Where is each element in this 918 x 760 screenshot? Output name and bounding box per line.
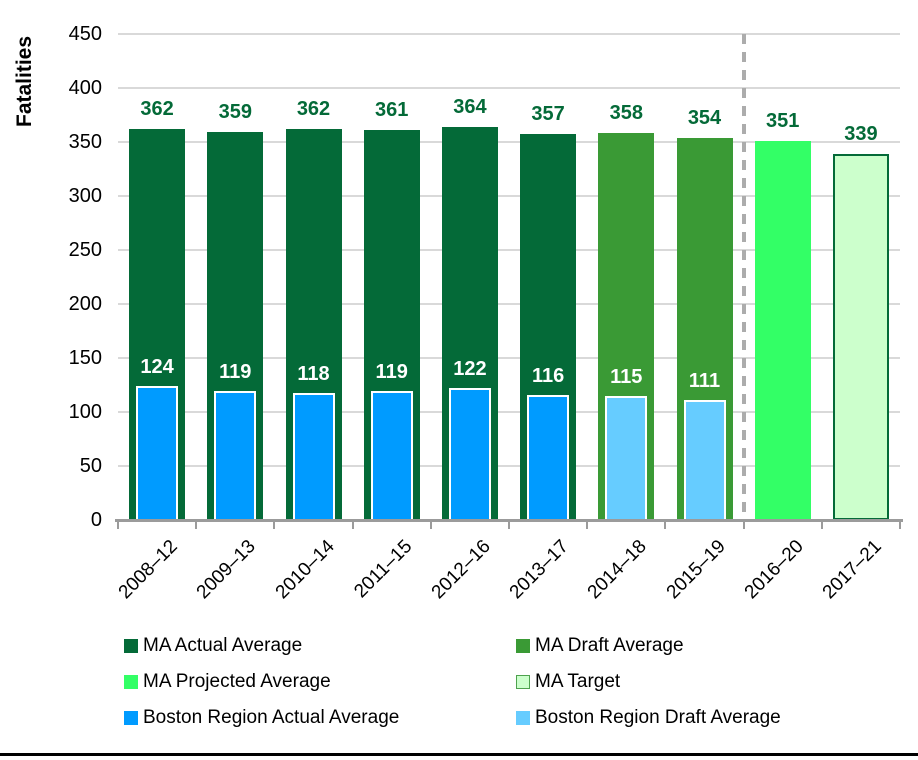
value-label-boston-2009–13: 119 [219, 361, 252, 384]
y-axis-title: Fatalities [13, 35, 36, 127]
y-tick-label-450: 450 [68, 23, 102, 45]
value-label-boston-2011–15: 119 [375, 361, 408, 384]
chart-legend: MA Actual Average MA Draft Average MA Proj… [124, 628, 844, 736]
plot-area: 362 124 359 119 362 118 361 119 364 122 357 116 358 1… [118, 33, 900, 520]
bar-boston-2010–14 [292, 392, 335, 520]
value-label-boston-2014–18: 115 [610, 365, 643, 388]
legend-label: Boston Region Actual Average [143, 707, 400, 728]
gridline-350 [118, 141, 900, 143]
value-label-ma-2014–18: 358 [609, 102, 643, 125]
value-label-ma-2008–12: 362 [140, 98, 174, 121]
y-tick-label-0: 0 [90, 509, 102, 531]
legend-swatch [516, 711, 530, 725]
legend-swatch [516, 639, 530, 653]
bar-boston-2011–15 [370, 391, 413, 520]
bar-boston-2008–12 [136, 386, 179, 520]
bar-boston-2009–13 [214, 391, 257, 520]
value-label-ma-2012–16: 364 [453, 95, 487, 118]
legend-item-boston-region-draft-average: Boston Region Draft Average [516, 707, 844, 729]
x-category-label-2010–14: 2010–14 [271, 536, 339, 604]
legend-item-ma-target: MA Target [516, 671, 844, 693]
y-tick-label-100: 100 [68, 401, 102, 423]
x-category-label-2011–15: 2011–15 [350, 536, 417, 603]
legend-item-ma-draft-average: MA Draft Average [516, 635, 844, 657]
value-label-boston-2013–17: 116 [531, 364, 565, 387]
gridline-450 [118, 33, 900, 35]
y-tick-label-250: 250 [68, 239, 102, 261]
x-tick-mark [117, 522, 119, 529]
gridline-400 [118, 87, 900, 89]
legend-swatch [124, 711, 138, 725]
legend-swatch [516, 675, 530, 689]
gridline-150 [118, 357, 900, 359]
x-tick-mark [664, 522, 667, 529]
bar-ma-2016–20 [754, 140, 811, 520]
legend-swatch [124, 639, 138, 653]
x-tick-mark [742, 522, 745, 529]
value-label-ma-2009–13: 359 [218, 101, 252, 124]
legend-label: MA Projected Average [143, 671, 331, 692]
y-tick-label-200: 200 [68, 293, 102, 315]
x-axis-line [115, 519, 903, 522]
x-category-label-2009–13: 2009–13 [193, 536, 261, 604]
value-label-boston-2008–12: 124 [140, 356, 174, 379]
x-tick-mark [820, 522, 823, 529]
projection-divider-dashed-line [741, 34, 746, 520]
value-label-ma-2015–19: 354 [687, 106, 722, 129]
value-label-boston-2012–16: 122 [453, 358, 487, 381]
legend-item-ma-projected-average: MA Projected Average [124, 671, 516, 693]
bar-boston-2015–19 [683, 400, 726, 520]
y-tick-label-50: 50 [79, 455, 102, 477]
gridline-50 [118, 465, 900, 467]
x-category-label-2013–17: 2013–17 [505, 536, 573, 604]
legend-label: MA Actual Average [143, 635, 303, 656]
bar-boston-2013–17 [527, 394, 570, 520]
legend-item-boston-region-actual-average: Boston Region Actual Average [124, 707, 516, 729]
x-category-label-2016–20: 2016–20 [740, 536, 808, 604]
y-tick-label-350: 350 [68, 131, 102, 153]
x-category-label-2008–12: 2008–12 [114, 536, 182, 604]
x-category-label-2017–21: 2017–21 [818, 536, 886, 604]
x-category-label-2014–18: 2014–18 [584, 536, 652, 604]
bar-boston-2012–16 [448, 388, 491, 520]
y-tick-label-300: 300 [68, 185, 102, 207]
bar-ma-2017–21 [832, 153, 889, 520]
value-label-ma-2011–15: 361 [375, 99, 409, 122]
value-label-ma-2016–20: 351 [766, 109, 800, 132]
legend-swatch [124, 675, 138, 689]
bar-boston-2014–18 [605, 395, 648, 520]
x-tick-mark [351, 522, 354, 529]
x-tick-mark [899, 522, 901, 529]
legend-item-ma-actual-average: MA Actual Average [124, 635, 516, 657]
legend-label: MA Target [535, 671, 621, 692]
x-category-label-2012–16: 2012–16 [427, 536, 495, 604]
x-category-label-2015–19: 2015–19 [662, 536, 730, 604]
value-label-ma-2010–14: 362 [296, 98, 331, 121]
gridline-300 [118, 195, 900, 197]
x-tick-mark [508, 522, 510, 529]
legend-label: MA Draft Average [535, 635, 684, 656]
x-tick-mark [195, 522, 198, 529]
footer-divider-line [0, 753, 918, 756]
y-tick-label-150: 150 [68, 347, 102, 369]
value-label-boston-2015–19: 111 [688, 370, 721, 393]
legend-label: Boston Region Draft Average [535, 707, 781, 728]
value-label-ma-2017–21: 339 [844, 122, 878, 145]
value-label-ma-2013–17: 357 [531, 103, 565, 126]
gridline-100 [118, 411, 900, 413]
x-tick-mark [273, 522, 276, 529]
y-tick-label-400: 400 [68, 77, 102, 99]
gridline-200 [118, 303, 900, 305]
x-tick-mark [429, 522, 432, 529]
value-label-boston-2010–14: 118 [297, 362, 330, 385]
gridline-250 [118, 249, 900, 251]
x-tick-mark [586, 522, 589, 529]
